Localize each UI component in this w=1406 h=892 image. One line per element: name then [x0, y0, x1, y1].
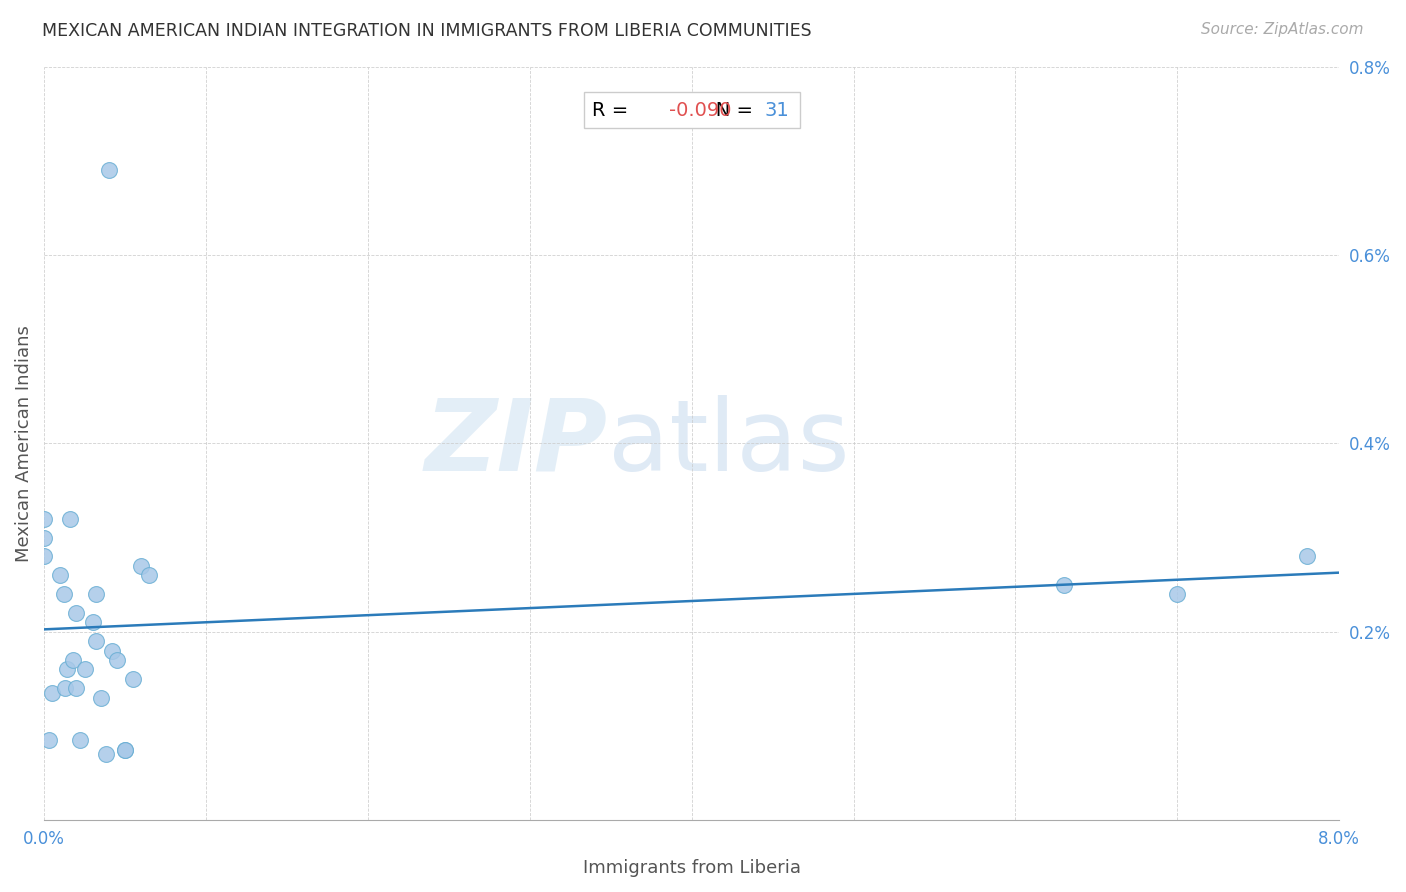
Point — [101, 643, 124, 657]
Text: R =              N =: R = N = — [592, 101, 792, 120]
X-axis label: Immigrants from Liberia: Immigrants from Liberia — [582, 859, 800, 877]
Point — [59, 512, 82, 526]
Text: -0.090: -0.090 — [669, 101, 731, 120]
Point — [65, 681, 87, 696]
Point — [65, 606, 87, 620]
Point — [84, 634, 107, 648]
Point — [138, 568, 160, 582]
Point — [38, 733, 60, 747]
Point — [41, 686, 63, 700]
Point — [82, 615, 104, 630]
Point — [122, 672, 145, 686]
Text: MEXICAN AMERICAN INDIAN INTEGRATION IN IMMIGRANTS FROM LIBERIA COMMUNITIES: MEXICAN AMERICAN INDIAN INTEGRATION IN I… — [42, 22, 811, 40]
Y-axis label: Mexican American Indians: Mexican American Indians — [15, 325, 32, 562]
Point — [62, 653, 84, 667]
Text: ZIP: ZIP — [425, 395, 607, 491]
Point — [129, 558, 152, 573]
Point — [1166, 587, 1188, 601]
Point — [1296, 549, 1319, 564]
Point — [105, 653, 128, 667]
Point — [69, 733, 91, 747]
Point — [49, 568, 72, 582]
Point — [90, 690, 112, 705]
Point — [32, 531, 55, 545]
Point — [114, 742, 136, 756]
Text: Source: ZipAtlas.com: Source: ZipAtlas.com — [1201, 22, 1364, 37]
Point — [32, 549, 55, 564]
Point — [32, 512, 55, 526]
Text: 31: 31 — [765, 101, 789, 120]
Point — [52, 587, 75, 601]
Point — [94, 747, 117, 762]
Point — [73, 663, 96, 677]
Point — [97, 163, 120, 178]
Text: atlas: atlas — [607, 395, 849, 491]
Point — [84, 587, 107, 601]
Point — [114, 742, 136, 756]
Point — [1053, 577, 1076, 591]
Point — [53, 681, 76, 696]
Point — [55, 663, 77, 677]
